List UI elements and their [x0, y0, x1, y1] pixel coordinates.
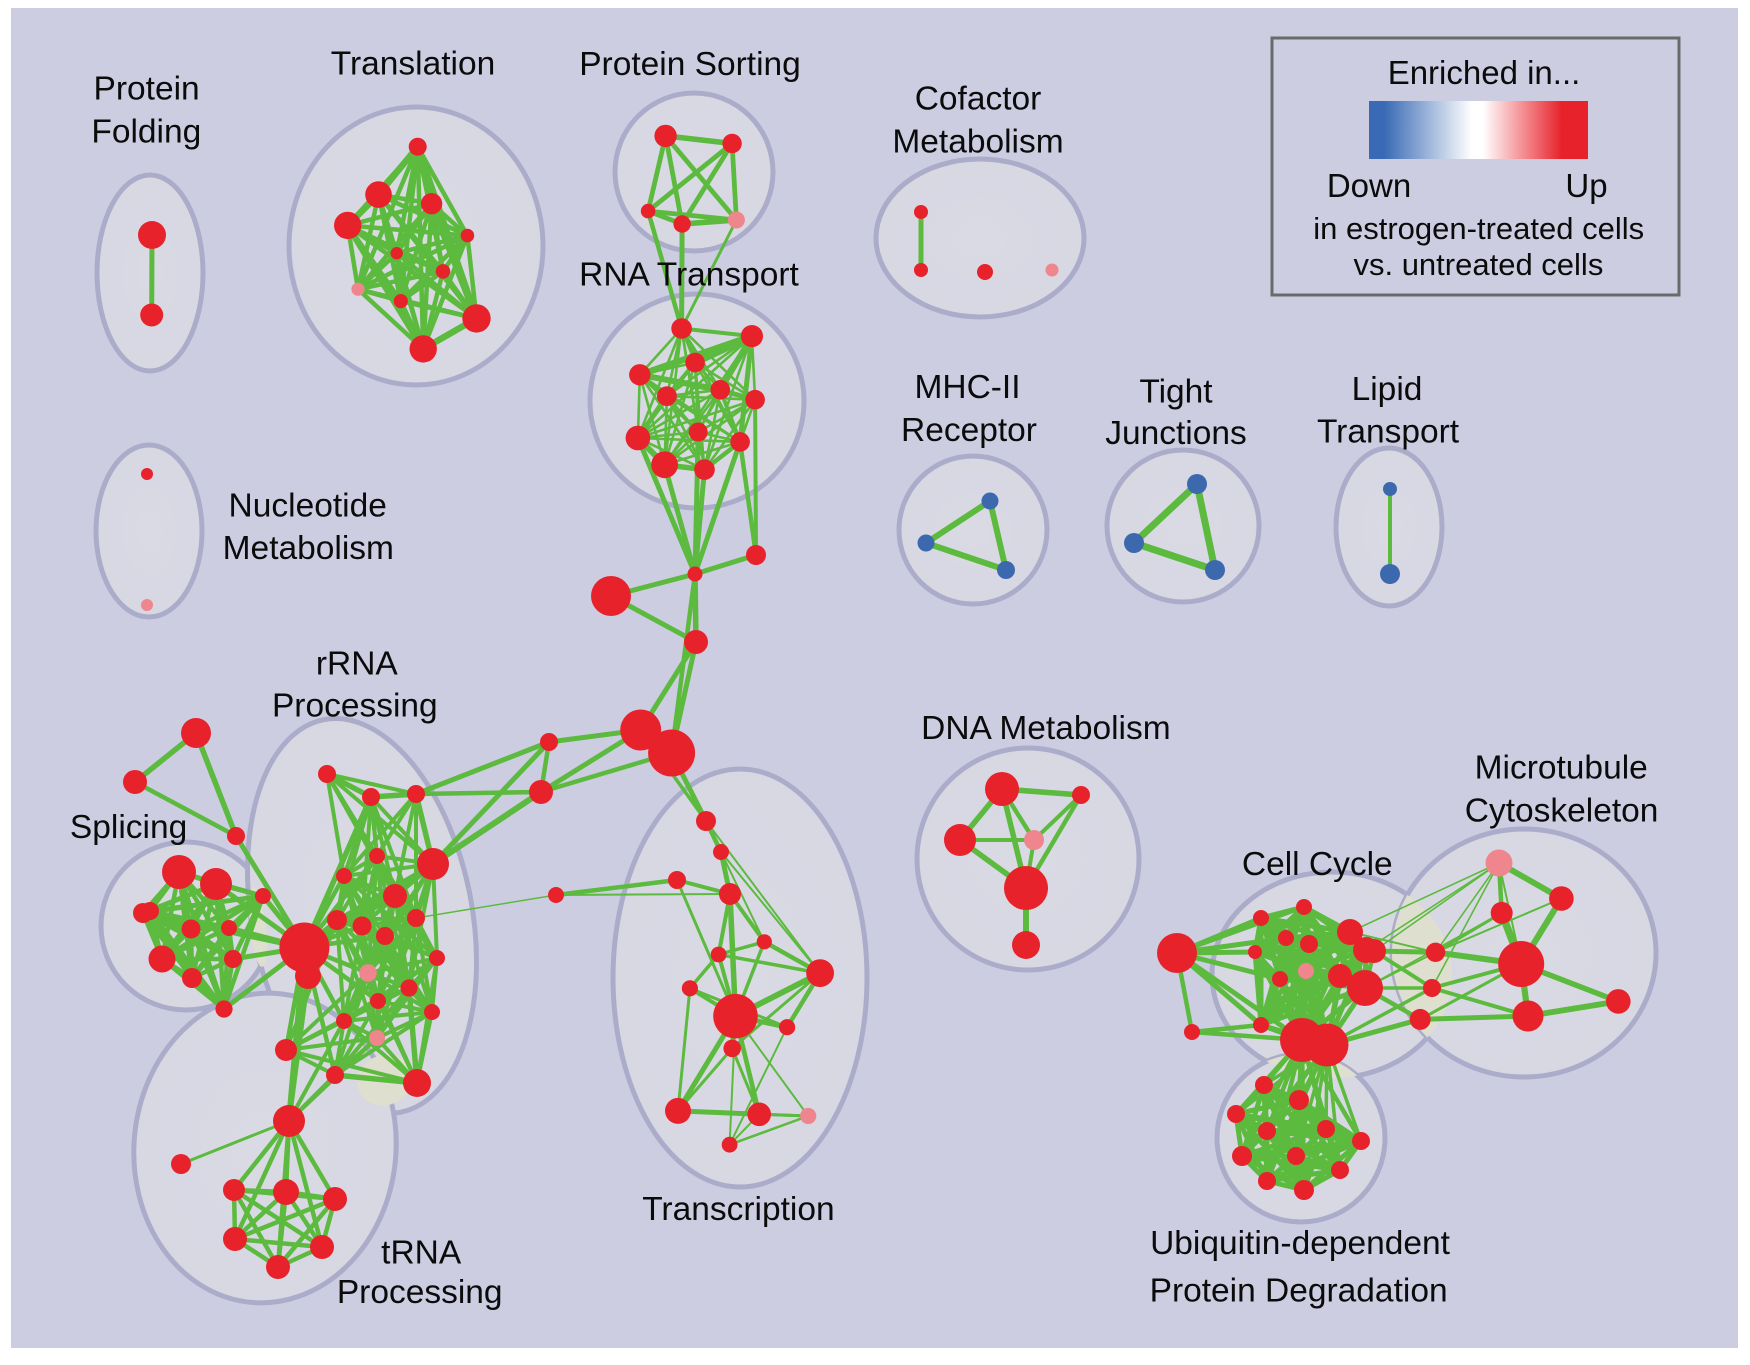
svg-text:Tight: Tight [1139, 373, 1213, 410]
svg-text:Metabolism: Metabolism [223, 530, 394, 567]
svg-text:Folding: Folding [91, 113, 201, 150]
svg-text:RNA Transport: RNA Transport [579, 256, 799, 293]
svg-text:DNA Metabolism: DNA Metabolism [921, 710, 1170, 747]
svg-text:Processing: Processing [272, 688, 438, 725]
svg-text:Transcription: Transcription [642, 1191, 834, 1228]
svg-text:Translation: Translation [331, 46, 495, 83]
svg-text:Receptor: Receptor [901, 412, 1037, 449]
svg-text:Protein Sorting: Protein Sorting [579, 46, 801, 83]
svg-text:MHC-II: MHC-II [914, 369, 1020, 406]
svg-text:Ubiquitin-dependent: Ubiquitin-dependent [1150, 1225, 1451, 1262]
svg-text:Processing: Processing [337, 1274, 503, 1311]
svg-text:Nucleotide: Nucleotide [229, 488, 387, 525]
svg-text:Metabolism: Metabolism [892, 124, 1063, 161]
svg-text:Cofactor: Cofactor [915, 80, 1042, 117]
svg-text:vs. untreated cells: vs. untreated cells [1353, 247, 1603, 282]
svg-text:Cytoskeleton: Cytoskeleton [1465, 793, 1659, 830]
svg-text:Splicing: Splicing [70, 809, 187, 846]
svg-text:in estrogen-treated cells: in estrogen-treated cells [1313, 211, 1644, 246]
svg-text:Lipid: Lipid [1352, 371, 1423, 408]
svg-text:tRNA: tRNA [381, 1234, 462, 1271]
svg-text:Protein Degradation: Protein Degradation [1150, 1273, 1448, 1310]
svg-text:Microtubule: Microtubule [1475, 749, 1648, 786]
svg-text:Junctions: Junctions [1105, 415, 1247, 452]
svg-text:Up: Up [1565, 167, 1607, 204]
svg-text:Down: Down [1327, 167, 1411, 204]
svg-text:Transport: Transport [1317, 413, 1460, 450]
svg-text:Enriched in...: Enriched in... [1388, 54, 1581, 91]
svg-text:rRNA: rRNA [316, 646, 399, 683]
svg-text:Cell Cycle: Cell Cycle [1242, 846, 1393, 883]
svg-text:Protein: Protein [94, 70, 200, 107]
